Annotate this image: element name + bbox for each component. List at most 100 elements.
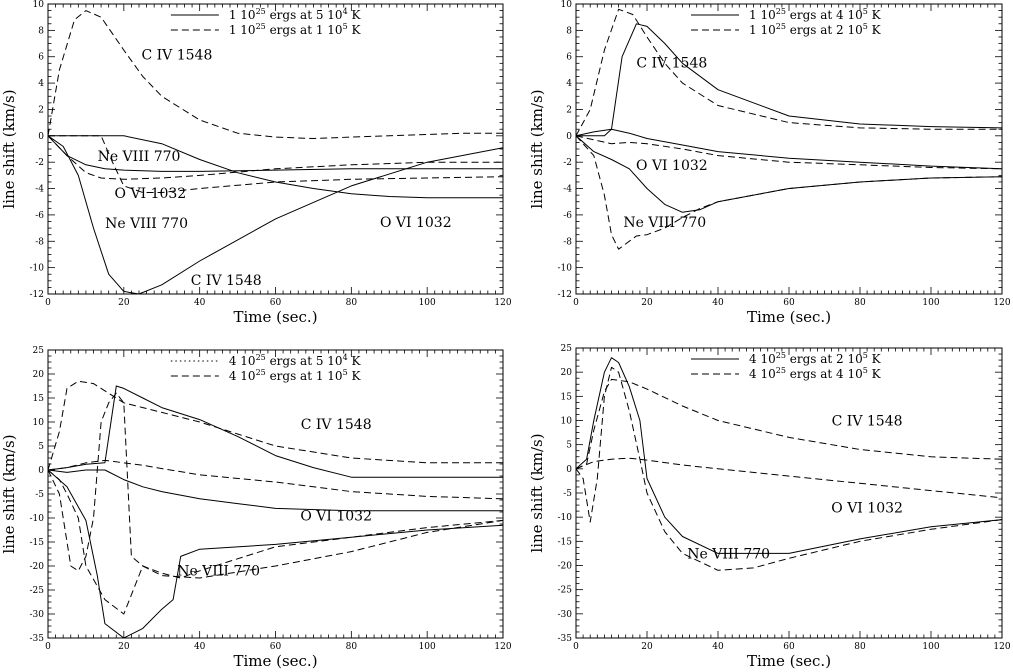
y-tick-label: -15 [30, 538, 45, 548]
legend-exponent: 25 [776, 22, 786, 31]
x-tick-label: 80 [854, 642, 866, 652]
x-axis-title: Time (sec.) [747, 652, 831, 670]
series-line-6 [48, 459, 503, 500]
y-tick-label: 15 [33, 394, 45, 404]
chart-panel-2: 0 20 40 60 80 100 120 -12 -10 -8 -6 -4 -2 0 2 4 6 8 10 Time… [528, 0, 1011, 326]
y-tick-label: -20 [30, 562, 45, 572]
y-tick-label: -5 [563, 489, 572, 499]
legend-exponent: 5 [863, 351, 868, 360]
x-axis-title: Time (sec.) [233, 652, 317, 670]
series-line-3 [48, 469, 503, 638]
line-annotation: Ne VIII 770 [687, 546, 770, 562]
x-tick-label: 20 [641, 642, 653, 652]
x-tick-label: 80 [854, 298, 866, 308]
x-tick-label: 100 [922, 642, 939, 652]
x-tick-label: 60 [270, 642, 282, 652]
x-tick-label: 80 [346, 642, 358, 652]
y-tick-label: 6 [38, 53, 44, 63]
y-tick-label: -12 [558, 290, 573, 300]
line-annotation: C IV 1548 [301, 417, 372, 433]
series-line-7 [48, 392, 503, 579]
legend-entry: 4 1025 ergs at 4 105 K [749, 366, 882, 381]
series-line-4 [576, 366, 1002, 571]
legend-entry: 4 1025 ergs at 2 105 K [749, 351, 882, 366]
legend-exponent: 5 [863, 22, 868, 31]
legend-entry: 4 1025 ergs at 1 105 K [229, 368, 362, 383]
legend-text-part: 1 10 [749, 23, 776, 37]
legend-exponent: 4 [343, 353, 348, 362]
legend-text-part: K [348, 23, 362, 37]
x-tick-label: 0 [573, 642, 579, 652]
y-tick-label: 2 [566, 105, 572, 115]
plot-frame [575, 347, 1003, 639]
line-annotation: C IV 1548 [191, 273, 262, 289]
x-tick-label: 120 [494, 298, 511, 308]
y-tick-label: 10 [33, 418, 45, 428]
y-tick-label: -2 [563, 158, 572, 168]
y-tick-label: -10 [30, 264, 45, 274]
x-axis-title: Time (sec.) [747, 308, 831, 326]
y-tick-label: 0 [566, 132, 572, 142]
legend-entry: 1 1025 ergs at 4 105 K [749, 7, 882, 22]
series-line-4 [48, 380, 503, 471]
line-annotation: Ne VIII 770 [98, 149, 181, 165]
y-axis-title: line shift (km/s) [0, 434, 18, 553]
y-tick-label: 5 [38, 442, 44, 452]
x-tick-label: 0 [573, 298, 579, 308]
chart-panel-1: 0 20 40 60 80 100 120 -12 -10 -8 -6 -4 -2 0 2 4 6 8 10 Time… [0, 0, 512, 326]
y-tick-label: 6 [566, 53, 572, 63]
y-tick-label: -30 [30, 610, 45, 620]
line-annotation: Ne VIII 770 [105, 216, 188, 232]
series-line-1 [576, 357, 1002, 554]
y-tick-label: 15 [561, 392, 573, 402]
legend-text-part: 4 10 [749, 367, 776, 381]
y-tick-label: 25 [561, 344, 573, 354]
legend-exponent: 25 [256, 7, 266, 16]
legend-text-part: K [868, 8, 882, 22]
legend-text-part: ergs at 1 10 [266, 23, 343, 37]
x-tick-label: 120 [993, 642, 1010, 652]
line-annotation: O VI 1032 [831, 500, 903, 516]
legend-entry: 1 1025 ergs at 5 104 K [229, 7, 362, 22]
legend-text-part: K [348, 8, 362, 22]
series-line-6 [48, 135, 503, 193]
x-tick-label: 100 [419, 298, 436, 308]
legend-exponent: 25 [256, 353, 266, 362]
legend-exponent: 4 [343, 7, 348, 16]
y-tick-label: -30 [558, 610, 573, 620]
legend-text-part: ergs at 5 10 [266, 354, 343, 368]
y-tick-label: 5 [566, 441, 572, 451]
y-axis-title: line shift (km/s) [528, 433, 546, 552]
legend-text-part: ergs at 5 10 [266, 8, 343, 22]
x-tick-label: 100 [419, 642, 436, 652]
y-tick-label: 0 [38, 132, 44, 142]
y-tick-label: 25 [33, 346, 45, 356]
y-axis-title: line shift (km/s) [528, 89, 546, 208]
x-tick-label: 100 [922, 298, 939, 308]
legend-text-part: 1 10 [229, 8, 256, 22]
series-line-5 [576, 135, 1002, 170]
line-annotation: O VI 1032 [115, 186, 187, 202]
y-axis-title: line shift (km/s) [0, 89, 18, 208]
y-tick-label: 10 [561, 417, 573, 427]
chart-panel-4: 0 20 40 60 80 100 120 -35 -30 -25 -20 -15 -10 -5 0 5 10 1… [528, 344, 1011, 670]
y-tick-label: 20 [33, 370, 45, 380]
x-tick-label: 0 [45, 298, 51, 308]
line-annotation: C IV 1548 [832, 413, 903, 429]
x-tick-label: 40 [194, 298, 206, 308]
y-tick-label: -15 [558, 537, 573, 547]
legend-exponent: 25 [256, 368, 266, 377]
y-tick-label: -4 [35, 185, 44, 195]
legend-text-part: ergs at 1 10 [266, 369, 343, 383]
x-tick-label: 20 [118, 298, 130, 308]
x-tick-label: 80 [346, 298, 358, 308]
line-annotation: O VI 1032 [300, 508, 372, 524]
y-tick-label: -35 [558, 634, 573, 644]
x-tick-label: 120 [993, 298, 1010, 308]
legend-text-part: 4 10 [229, 354, 256, 368]
y-tick-label: -20 [558, 562, 573, 572]
series-line-2 [48, 469, 503, 512]
y-tick-label: 10 [561, 0, 573, 10]
legend-text-part: K [348, 354, 362, 368]
x-tick-label: 60 [783, 642, 795, 652]
